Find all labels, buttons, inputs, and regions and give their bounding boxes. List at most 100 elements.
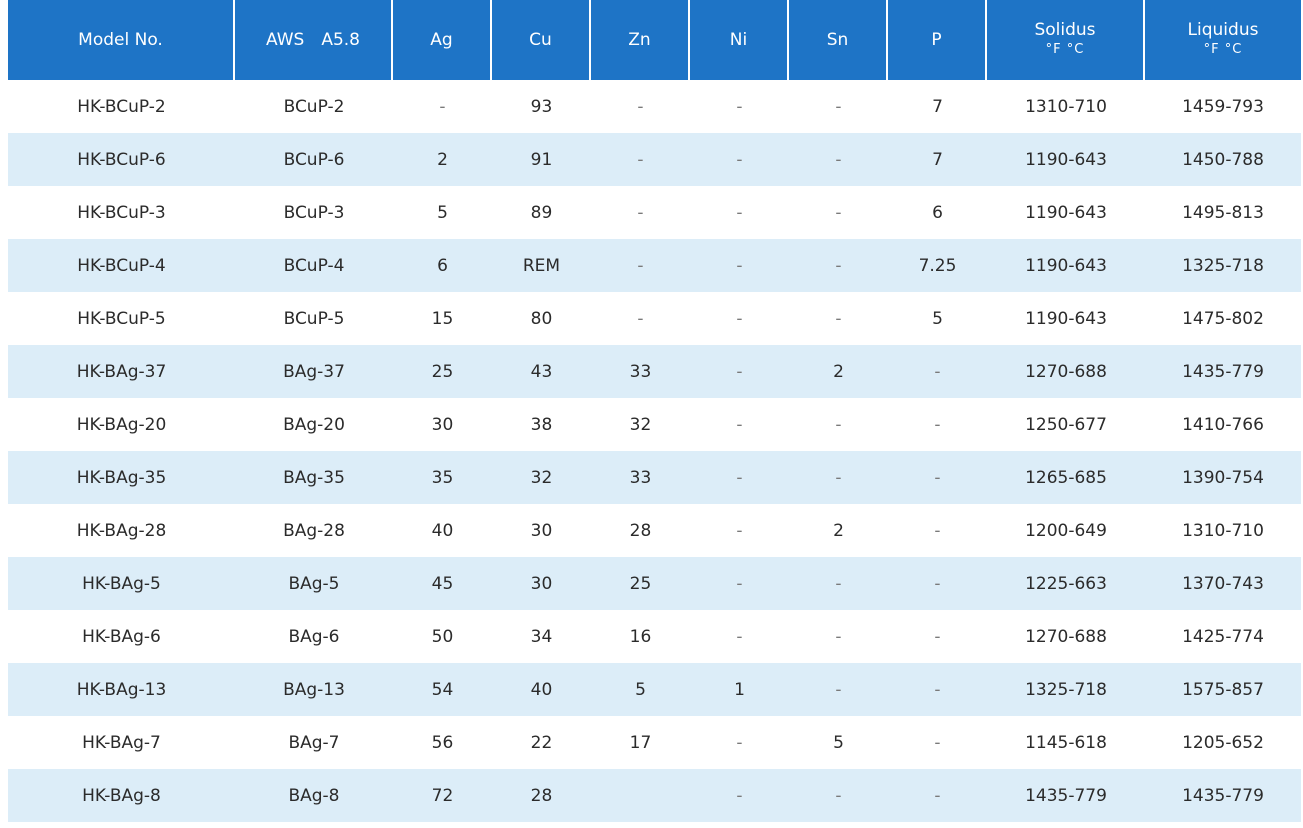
cell-ni: - bbox=[736, 96, 743, 117]
table-row: HK-BAg-20 BAg-20 30 38 32 - - - 1250-677 1410-766 bbox=[8, 398, 1301, 451]
cell-sn: 5 bbox=[833, 732, 844, 753]
column-header-cu: Cu bbox=[492, 0, 591, 80]
cell-cu: 38 bbox=[530, 414, 553, 435]
cell-solidus: 1325-718 bbox=[1025, 679, 1107, 700]
cell-zn: 5 bbox=[635, 679, 646, 700]
cell-model-no: HK-BAg-8 bbox=[82, 785, 161, 806]
cell-model-no: HK-BAg-5 bbox=[82, 573, 161, 594]
cell-liquidus: 1435-779 bbox=[1182, 361, 1264, 382]
cell-sn: 2 bbox=[833, 361, 844, 382]
cell-zn: 33 bbox=[629, 361, 652, 382]
cell-cu: 89 bbox=[530, 202, 553, 223]
cell-zn: 25 bbox=[629, 573, 652, 594]
column-header-zn: Zn bbox=[591, 0, 690, 80]
cell-solidus: 1270-688 bbox=[1025, 361, 1107, 382]
cell-solidus: 1200-649 bbox=[1025, 520, 1107, 541]
column-header-label: AWS A5.8 bbox=[266, 30, 360, 50]
cell-liquidus: 1475-802 bbox=[1182, 308, 1264, 329]
cell-p: - bbox=[934, 626, 941, 647]
column-header-label: P bbox=[931, 30, 942, 50]
cell-model-no: HK-BCuP-6 bbox=[77, 149, 166, 170]
cell-liquidus: 1575-857 bbox=[1182, 679, 1264, 700]
cell-model-no: HK-BCuP-4 bbox=[77, 255, 166, 276]
cell-ni: - bbox=[736, 626, 743, 647]
cell-liquidus: 1435-779 bbox=[1182, 785, 1264, 806]
cell-zn: - bbox=[637, 255, 644, 276]
cell-zn: - bbox=[637, 202, 644, 223]
column-header-ni: Ni bbox=[690, 0, 789, 80]
cell-cu: 80 bbox=[530, 308, 553, 329]
cell-solidus: 1190-643 bbox=[1025, 149, 1107, 170]
cell-model-no: HK-BCuP-3 bbox=[77, 202, 166, 223]
cell-solidus: 1190-643 bbox=[1025, 255, 1107, 276]
cell-p: - bbox=[934, 361, 941, 382]
cell-sn: - bbox=[835, 255, 842, 276]
column-header-label: Zn bbox=[628, 30, 651, 50]
cell-aws-a58: BAg-35 bbox=[283, 467, 345, 488]
cell-p: - bbox=[934, 573, 941, 594]
cell-liquidus: 1495-813 bbox=[1182, 202, 1264, 223]
column-header-p: P bbox=[888, 0, 987, 80]
cell-p: - bbox=[934, 732, 941, 753]
brazing-alloy-table: Model No. AWS A5.8 Ag Cu Zn Ni Sn P Solidus °F °C… bbox=[8, 0, 1301, 822]
cell-ni: - bbox=[736, 414, 743, 435]
cell-p: - bbox=[934, 414, 941, 435]
cell-ag: 15 bbox=[431, 308, 454, 329]
cell-ag: 56 bbox=[431, 732, 454, 753]
cell-ni: - bbox=[736, 732, 743, 753]
cell-cu: 91 bbox=[530, 149, 553, 170]
cell-p: - bbox=[934, 520, 941, 541]
cell-liquidus: 1370-743 bbox=[1182, 573, 1264, 594]
cell-sn: - bbox=[835, 96, 842, 117]
cell-ni: - bbox=[736, 149, 743, 170]
cell-model-no: HK-BAg-28 bbox=[76, 520, 167, 541]
cell-solidus: 1145-618 bbox=[1025, 732, 1107, 753]
cell-p: 7 bbox=[932, 149, 943, 170]
table-row: HK-BAg-5 BAg-5 45 30 25 - - - 1225-663 1370-743 bbox=[8, 557, 1301, 610]
cell-zn: 32 bbox=[629, 414, 652, 435]
cell-sn: - bbox=[835, 679, 842, 700]
cell-cu: 93 bbox=[530, 96, 553, 117]
cell-ni: - bbox=[736, 255, 743, 276]
column-header-aws-a58: AWS A5.8 bbox=[235, 0, 393, 80]
cell-p: - bbox=[934, 679, 941, 700]
cell-sn: - bbox=[835, 467, 842, 488]
cell-zn: - bbox=[637, 149, 644, 170]
cell-aws-a58: BAg-20 bbox=[283, 414, 345, 435]
cell-sn: - bbox=[835, 626, 842, 647]
cell-aws-a58: BCuP-3 bbox=[283, 202, 345, 223]
cell-solidus: 1190-643 bbox=[1025, 202, 1107, 223]
column-header-label: Sn bbox=[826, 30, 849, 50]
cell-zn: 28 bbox=[629, 520, 652, 541]
cell-solidus: 1310-710 bbox=[1025, 96, 1107, 117]
column-header-label: Cu bbox=[529, 30, 552, 50]
cell-ag: 50 bbox=[431, 626, 454, 647]
cell-model-no: HK-BAg-6 bbox=[82, 626, 161, 647]
cell-ag: 35 bbox=[431, 467, 454, 488]
cell-aws-a58: BCuP-5 bbox=[283, 308, 345, 329]
cell-liquidus: 1410-766 bbox=[1182, 414, 1264, 435]
cell-sn: - bbox=[835, 202, 842, 223]
cell-aws-a58: BAg-8 bbox=[288, 785, 340, 806]
column-header-label: Liquidus bbox=[1187, 20, 1259, 40]
cell-ni: - bbox=[736, 785, 743, 806]
cell-sn: - bbox=[835, 149, 842, 170]
cell-model-no: HK-BAg-20 bbox=[76, 414, 167, 435]
column-header-solidus: Solidus °F °C bbox=[987, 0, 1145, 80]
cell-liquidus: 1205-652 bbox=[1182, 732, 1264, 753]
table-header: Model No. AWS A5.8 Ag Cu Zn Ni Sn P Solidus °F °C… bbox=[8, 0, 1301, 80]
cell-zn: 33 bbox=[629, 467, 652, 488]
cell-ni: - bbox=[736, 573, 743, 594]
cell-aws-a58: BCuP-2 bbox=[283, 96, 345, 117]
cell-ag: 6 bbox=[437, 255, 448, 276]
cell-ag: 2 bbox=[437, 149, 448, 170]
table-row: HK-BAg-8 BAg-8 72 28 - - - 1435-779 1435-779 bbox=[8, 769, 1301, 822]
cell-solidus: 1265-685 bbox=[1025, 467, 1107, 488]
cell-model-no: HK-BCuP-5 bbox=[77, 308, 166, 329]
cell-cu: 40 bbox=[530, 679, 553, 700]
cell-zn: - bbox=[637, 308, 644, 329]
cell-cu: 43 bbox=[530, 361, 553, 382]
cell-ag: 25 bbox=[431, 361, 454, 382]
column-header-label: Solidus bbox=[1034, 20, 1096, 40]
table-row: HK-BCuP-6 BCuP-6 2 91 - - - 7 1190-643 1450-788 bbox=[8, 133, 1301, 186]
